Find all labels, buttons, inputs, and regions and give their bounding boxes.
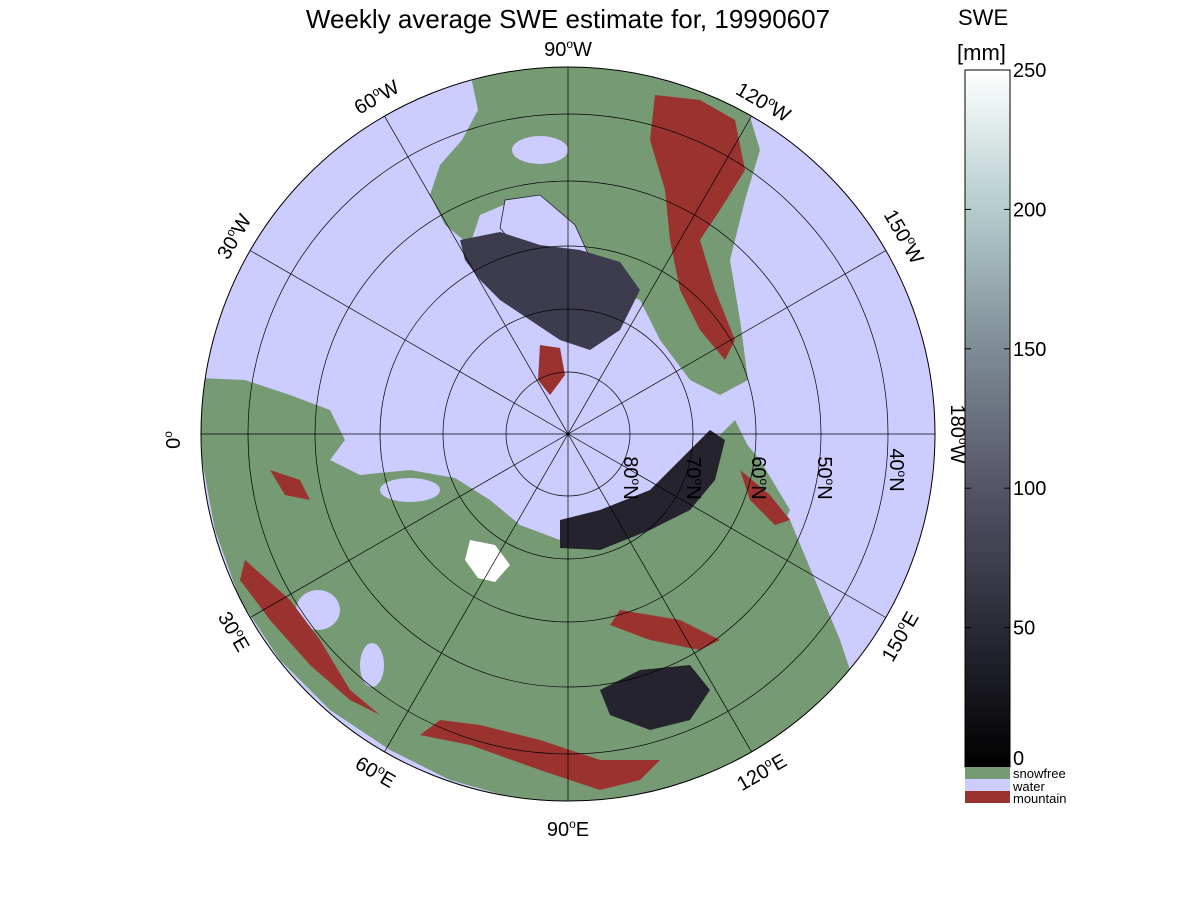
map-title: Weekly average SWE estimate for, 1999060… — [306, 4, 830, 34]
colorbar-tick-label: 100 — [1013, 478, 1046, 500]
colorbar-tick-label: 0 — [1013, 748, 1024, 770]
legend-swatch-snowfree — [965, 767, 1010, 779]
caspian-sea — [360, 643, 384, 687]
legend-label-water: water — [1012, 779, 1045, 794]
meridian-lines — [201, 67, 935, 801]
colorbar-ticks: 0 50 100 150 200 250 — [965, 60, 1046, 770]
colorbar-label-swe: SWE — [958, 5, 1008, 30]
hudson-bay — [512, 136, 568, 164]
colorbar-tick-label: 200 — [1013, 199, 1046, 221]
legend-label-snowfree: snowfree — [1013, 766, 1066, 781]
colorbar-tick-label: 250 — [1013, 60, 1046, 82]
lon-label-90e: 90oE — [547, 817, 589, 841]
legend-swatch-water — [965, 779, 1010, 791]
mountain-areas — [240, 95, 790, 790]
latitude-labels: 80oN 70oN 60oN 50oN 40oN — [619, 448, 909, 499]
white-sea — [380, 478, 440, 502]
snow-areas — [460, 232, 725, 730]
lon-label-0: 0o — [161, 431, 185, 449]
snow-arctic-canada — [460, 232, 640, 350]
colorbar-gradient — [964, 69, 1011, 768]
map-disk — [201, 67, 935, 801]
legend-label-mountain: mountain — [1013, 791, 1066, 806]
legend-swatch-mountain — [965, 791, 1010, 803]
lat-label-70n: 70oN — [682, 456, 706, 499]
lat-label-60n: 60oN — [747, 456, 771, 499]
map-border — [200, 66, 936, 802]
snow-high-scandinavia — [465, 540, 510, 582]
snow-central-asia — [600, 665, 710, 730]
lake-baltic — [296, 590, 340, 630]
snow-siberia — [560, 430, 725, 550]
lon-label-90w: 90oW — [544, 37, 592, 61]
lat-label-80n: 80oN — [619, 456, 643, 499]
lat-label-50n: 50oN — [813, 456, 837, 499]
colorbar-tick-label: 150 — [1013, 339, 1046, 361]
lon-label-60e: 60oE — [351, 751, 400, 793]
colorbar-tick-label: 50 — [1013, 618, 1035, 640]
lon-label-180w: 180oW — [946, 405, 970, 464]
lat-label-40n: 40oN — [885, 448, 909, 491]
colorbar-label-unit: [mm] — [957, 40, 1006, 65]
